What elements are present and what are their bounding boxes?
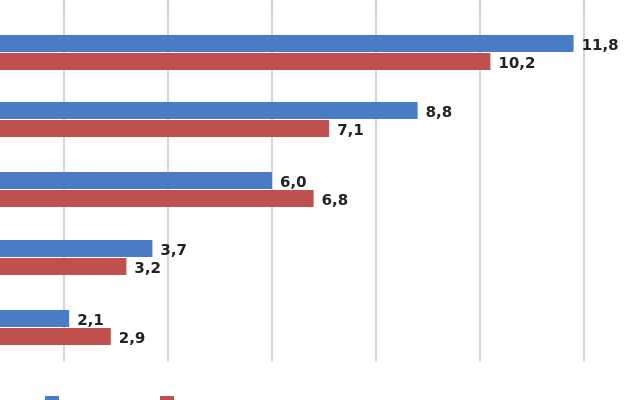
legend-swatch-series-2 bbox=[160, 396, 174, 400]
bar-series-group: 11,8 8,8 6,0 3,7 2,1 10,2 7,1 6,8 3,2 2,9 bbox=[0, 35, 619, 347]
data-label: 6,8 bbox=[322, 191, 349, 209]
bar-series-2-item-3 bbox=[0, 190, 314, 207]
bar-series-1-item-4 bbox=[0, 240, 153, 257]
data-label: 7,1 bbox=[337, 121, 364, 139]
bar-series-2-item-1 bbox=[0, 53, 491, 70]
data-label: 3,2 bbox=[134, 259, 161, 277]
bar-series-1-item-5 bbox=[0, 310, 70, 327]
data-label: 11,8 bbox=[582, 36, 619, 54]
bar-series-2-item-4 bbox=[0, 258, 127, 275]
legend-swatch-series-1 bbox=[45, 396, 59, 400]
bar-series-1-item-3 bbox=[0, 172, 272, 189]
data-label: 6,0 bbox=[280, 173, 307, 191]
data-label: 3,7 bbox=[160, 241, 187, 259]
data-label: 2,9 bbox=[119, 329, 146, 347]
data-label: 10,2 bbox=[498, 54, 535, 72]
legend bbox=[45, 396, 174, 400]
bar-series-1-item-1 bbox=[0, 35, 574, 52]
bar-series-1-item-2 bbox=[0, 102, 418, 119]
bar-series-2-item-2 bbox=[0, 120, 330, 137]
data-label: 8,8 bbox=[426, 103, 453, 121]
bar-series-2-item-5 bbox=[0, 328, 111, 345]
data-label: 2,1 bbox=[77, 311, 104, 329]
